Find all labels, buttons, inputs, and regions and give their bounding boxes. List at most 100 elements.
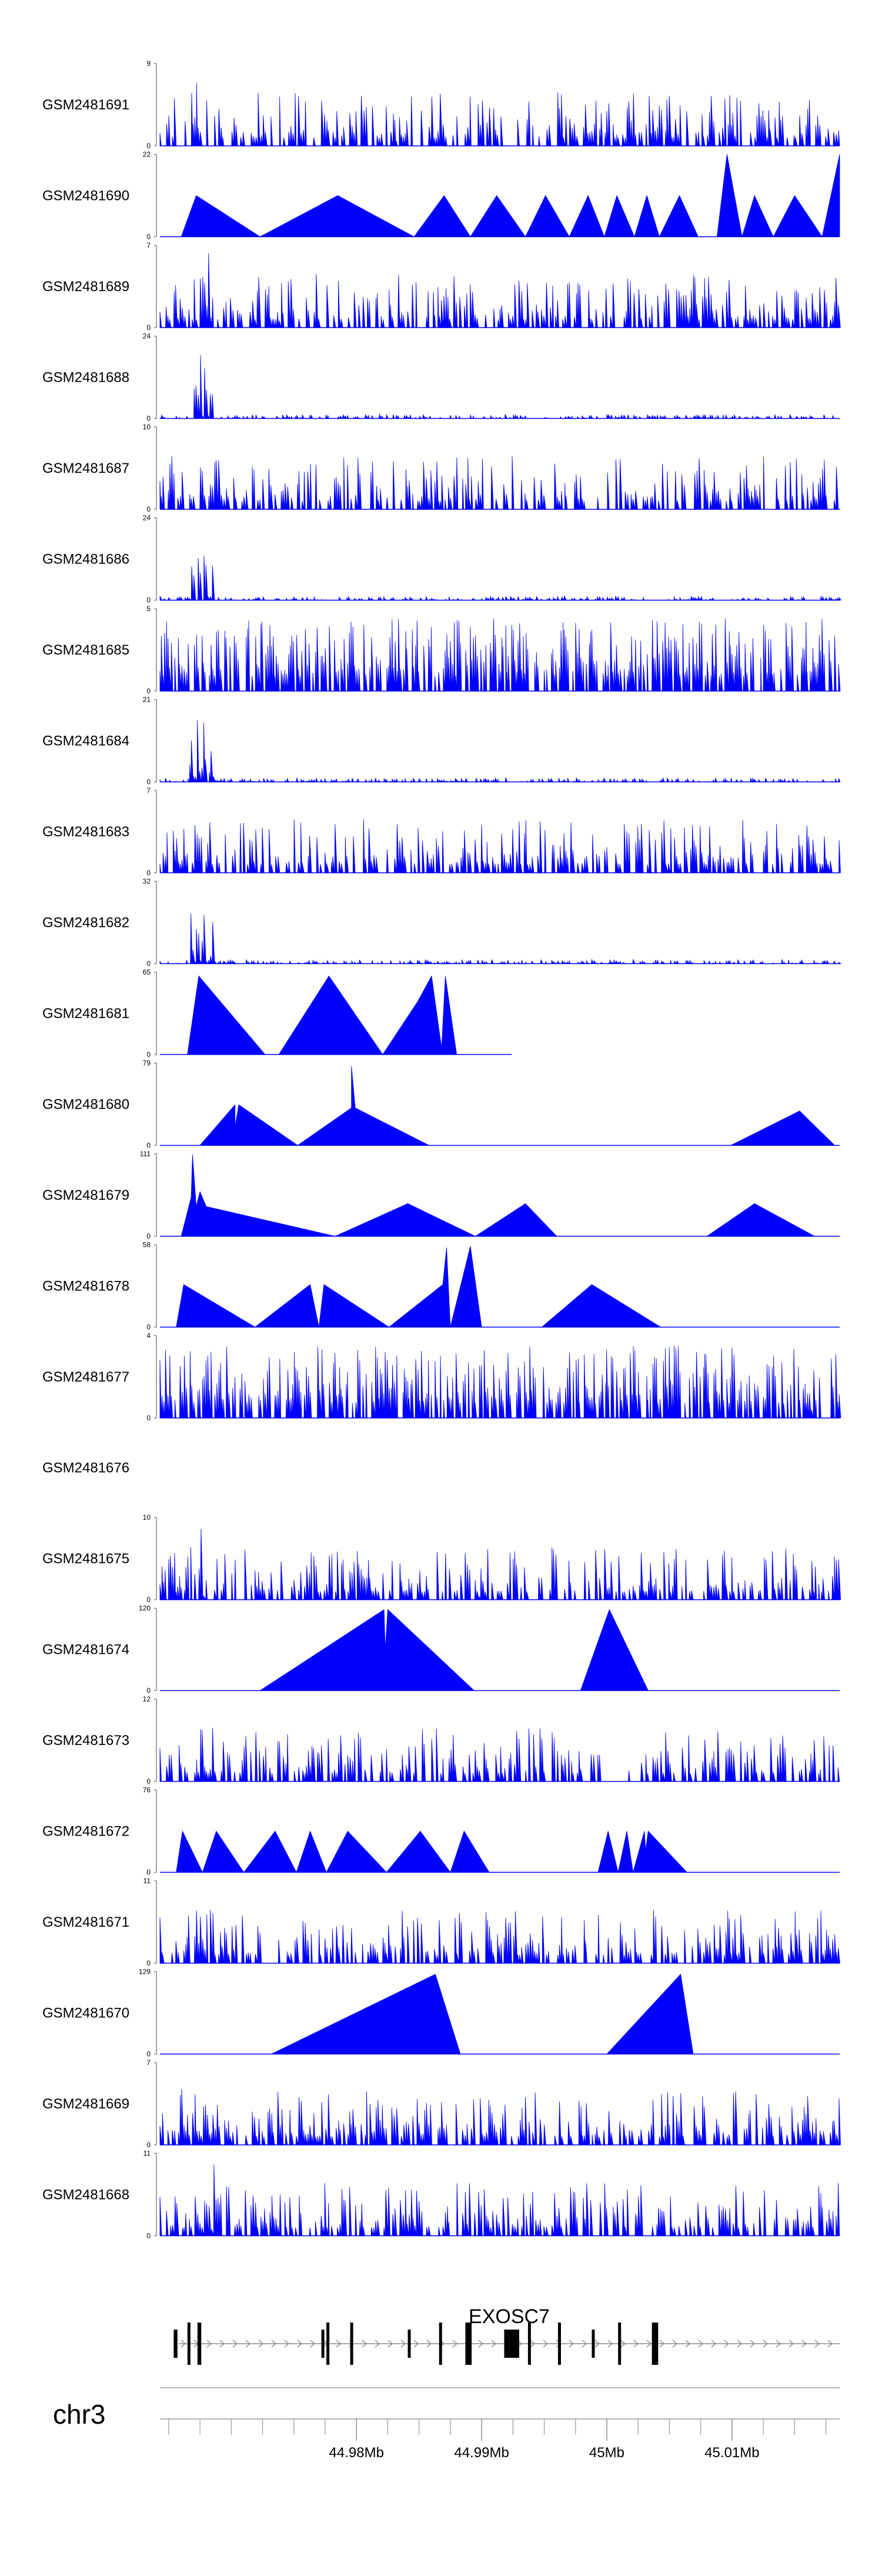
track-label: GSM2481673 [42, 1733, 129, 1749]
strand-arrow [181, 2340, 186, 2348]
strand-arrow [478, 2340, 484, 2348]
track-label: GSM2481681 [42, 1006, 129, 1022]
y-max-tick-label: 4 [146, 1332, 151, 1340]
y-max-tick-label: 10 [143, 1513, 151, 1521]
track-GSM2481677: GSM2481677 4 0 [42, 1332, 841, 1422]
track-label: GSM2481688 [42, 370, 129, 386]
y-min-tick-label: 0 [146, 1777, 151, 1786]
exon-block [592, 2330, 595, 2358]
strand-arrow [413, 2340, 419, 2348]
strand-arrow [789, 2340, 794, 2348]
strand-arrow [258, 2340, 264, 2348]
track-GSM2481684: GSM2481684 21 0 [42, 696, 841, 786]
track-label: GSM2481684 [42, 733, 129, 749]
coverage-area [176, 1830, 688, 1873]
strand-arrow [206, 2340, 212, 2348]
exon-block [557, 2323, 561, 2365]
track-label: GSM2481676 [42, 1460, 129, 1476]
y-min-tick-label: 0 [146, 1868, 151, 1877]
y-min-tick-label: 0 [146, 415, 151, 423]
gene-track: EXOSC7 [173, 2305, 840, 2365]
track-GSM2481685: GSM2481685 5 0 [42, 605, 841, 695]
coverage-area [176, 1246, 662, 1327]
coverage-area [271, 1973, 694, 2054]
track-label: GSM2481679 [42, 1187, 129, 1203]
y-max-tick-label: 11 [143, 1877, 151, 1885]
track-GSM2481672: GSM2481672 76 0 [42, 1786, 840, 1877]
exon-block [321, 2330, 325, 2358]
strand-arrow [232, 2340, 238, 2348]
y-min-tick-label: 0 [146, 960, 151, 968]
y-max-tick-label: 5 [146, 605, 151, 613]
y-max-tick-label: 9 [146, 59, 151, 68]
strand-arrow [530, 2340, 536, 2348]
exon-block [326, 2323, 330, 2365]
coverage-area [181, 154, 840, 238]
track-label: GSM2481682 [42, 915, 129, 931]
axis-tick-label: 45Mb [589, 2445, 624, 2461]
strand-arrow [620, 2340, 626, 2348]
strand-arrow [219, 2340, 225, 2348]
track-GSM2481690: GSM2481690 22 0 [42, 151, 840, 241]
strand-arrow [400, 2340, 406, 2348]
strand-arrow [737, 2340, 743, 2348]
y-max-tick-label: 111 [140, 1150, 151, 1158]
strand-arrow [814, 2340, 820, 2348]
strand-arrow [750, 2340, 756, 2348]
exon-block [350, 2323, 353, 2365]
track-label: GSM2481687 [42, 461, 129, 476]
track-label: GSM2481689 [42, 279, 129, 295]
strand-arrow [271, 2340, 277, 2348]
y-max-tick-label: 24 [143, 332, 151, 341]
axis-tick-label: 44.99Mb [454, 2445, 509, 2461]
coverage-area [181, 1154, 815, 1237]
coverage-area [159, 355, 841, 420]
strand-arrow [284, 2340, 290, 2348]
exon-block [187, 2323, 191, 2365]
y-min-tick-label: 0 [146, 1414, 151, 1422]
coverage-area [159, 253, 841, 328]
track-label: GSM2481691 [42, 97, 129, 113]
track-label: GSM2481670 [42, 2006, 129, 2021]
strand-arrow [698, 2340, 704, 2348]
gene-name-label: EXOSC7 [469, 2305, 550, 2328]
track-GSM2481675: GSM2481675 10 0 [42, 1513, 841, 1604]
track-label: GSM2481685 [42, 642, 129, 658]
strand-arrow [646, 2340, 652, 2348]
track-GSM2481682: GSM2481682 32 0 [42, 877, 842, 968]
strand-arrow [362, 2340, 368, 2348]
track-label: GSM2481686 [42, 552, 129, 568]
strand-arrow [827, 2340, 833, 2348]
track-GSM2481681: GSM2481681 65 0 [42, 968, 512, 1059]
y-min-tick-label: 0 [146, 596, 151, 605]
exon-block [197, 2323, 202, 2365]
strand-arrow [607, 2340, 613, 2348]
y-min-tick-label: 0 [146, 233, 151, 241]
coverage-area [159, 618, 841, 692]
strand-arrow [491, 2340, 497, 2348]
exon-block [465, 2323, 472, 2365]
strand-arrow [633, 2340, 639, 2348]
y-min-tick-label: 0 [146, 142, 151, 150]
y-min-tick-label: 0 [146, 687, 151, 695]
y-min-tick-label: 0 [146, 1687, 151, 1695]
y-max-tick-label: 58 [143, 1241, 151, 1249]
coverage-area [159, 2088, 841, 2146]
y-max-tick-label: 22 [143, 151, 151, 159]
strand-arrow [801, 2340, 807, 2348]
y-min-tick-label: 0 [146, 1959, 151, 1967]
coverage-area [159, 1346, 841, 1419]
chromosome-label: chr3 [53, 2399, 105, 2430]
track-GSM2481688: GSM2481688 24 0 [42, 332, 841, 423]
y-max-tick-label: 65 [143, 968, 151, 976]
track-label: GSM2481678 [42, 1279, 129, 1294]
y-max-tick-label: 11 [143, 2150, 151, 2158]
coverage-area [159, 82, 840, 146]
track-GSM2481676: GSM2481676 [42, 1460, 129, 1476]
strand-arrow [452, 2340, 458, 2348]
strand-arrow [711, 2340, 717, 2348]
track-label: GSM2481669 [42, 2096, 129, 2112]
coverage-area [159, 720, 841, 783]
strand-arrow [582, 2340, 587, 2348]
coverage-area [159, 2164, 840, 2236]
